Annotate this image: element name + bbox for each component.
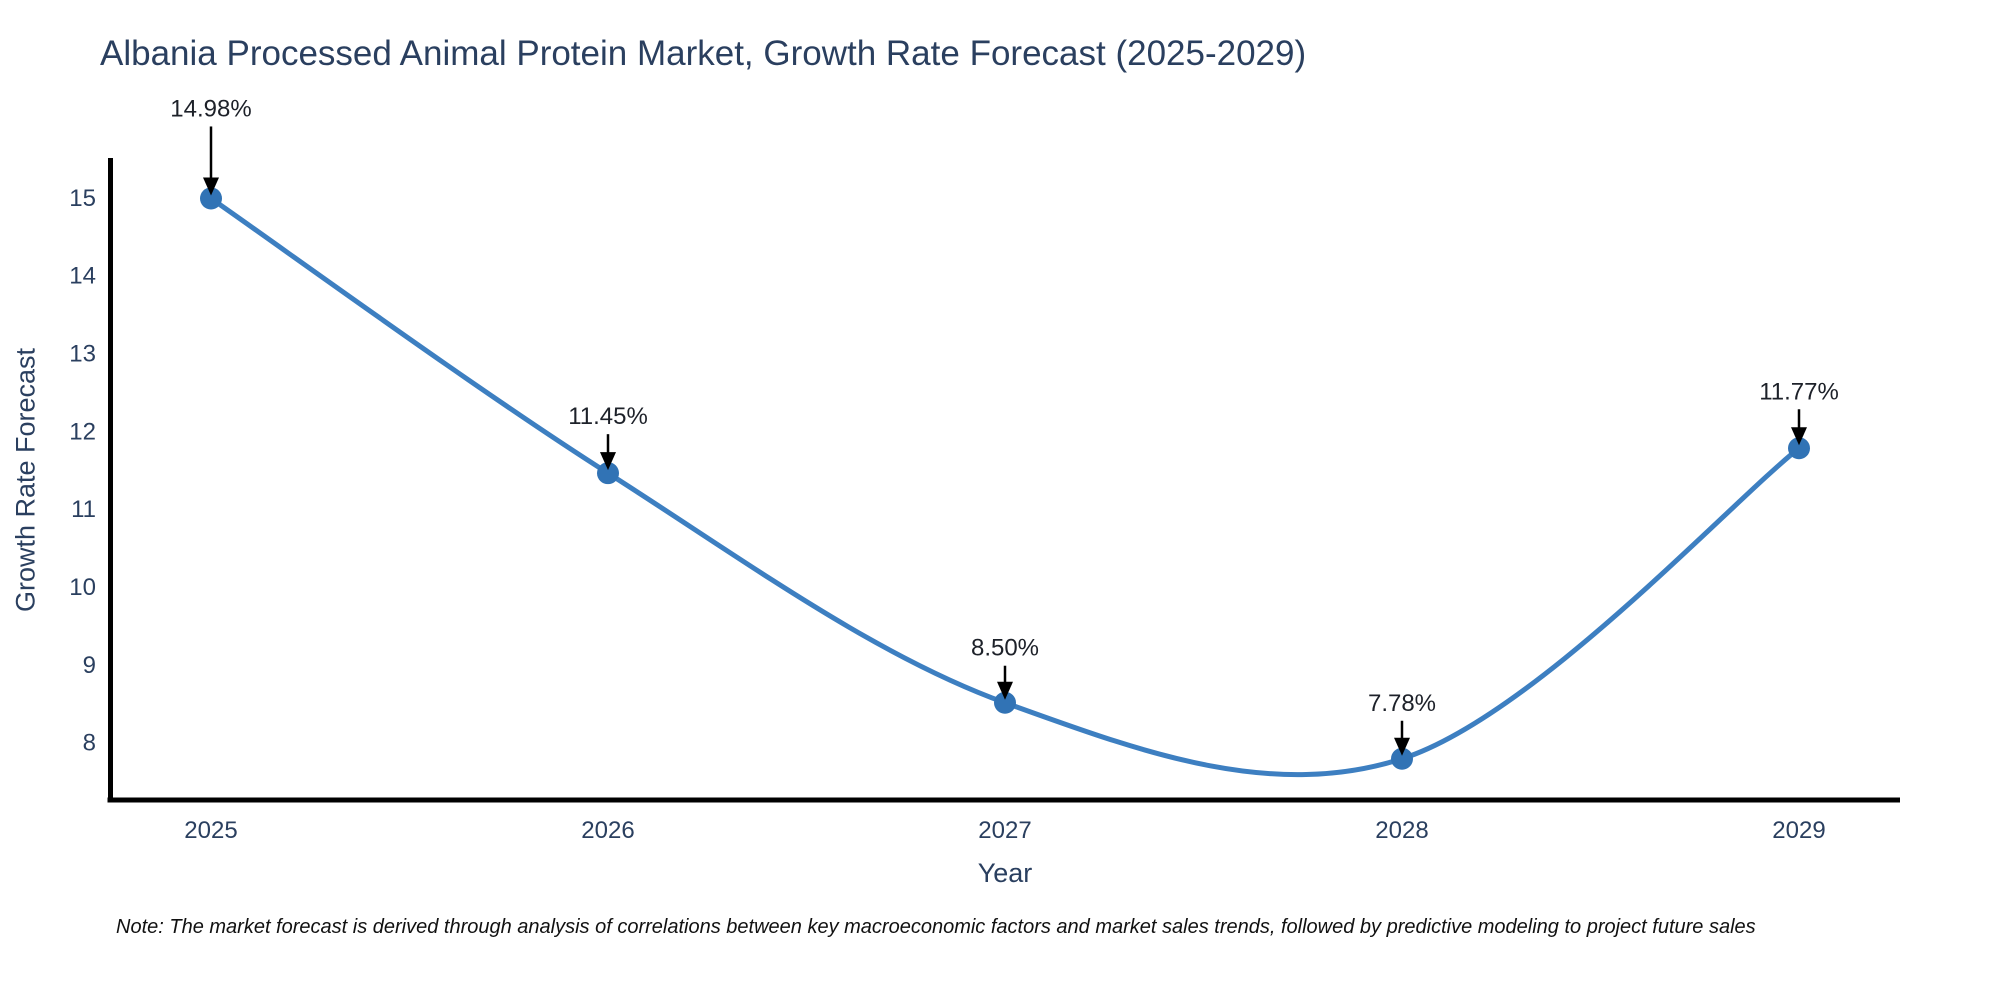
x-tick-label: 2029	[1772, 817, 1825, 844]
x-tick-label: 2026	[581, 817, 634, 844]
data-point-marker	[597, 462, 619, 485]
annotation-arrowhead-icon	[203, 177, 219, 196]
annotation-arrowhead-icon	[600, 452, 616, 471]
footnote: Note: The market forecast is derived thr…	[116, 916, 1756, 938]
y-tick-label: 13	[69, 341, 96, 368]
y-tick-label: 9	[83, 652, 96, 679]
y-tick-label: 10	[69, 574, 96, 601]
x-tick-label: 2025	[184, 817, 237, 844]
annotation-label: 7.78%	[1368, 690, 1436, 717]
x-tick-label: 2027	[978, 817, 1031, 844]
y-tick-label: 15	[69, 185, 96, 212]
annotation-arrowhead-icon	[1791, 427, 1807, 446]
x-tick-label: 2028	[1375, 817, 1428, 844]
chart-title: Albania Processed Animal Protein Market,…	[100, 34, 1307, 73]
data-point-marker	[1788, 437, 1810, 460]
data-point-marker	[200, 187, 222, 210]
data-point-marker	[994, 691, 1016, 714]
annotation-label: 11.45%	[568, 403, 648, 430]
annotation-label: 8.50%	[971, 635, 1039, 662]
y-tick-label: 11	[71, 496, 96, 523]
x-axis-title: Year	[977, 858, 1033, 888]
y-tick-label: 12	[69, 418, 96, 445]
annotation-label: 14.98%	[170, 95, 251, 122]
annotation-arrowhead-icon	[1394, 737, 1410, 756]
y-tick-label: 8	[83, 730, 96, 757]
data-point-marker	[1391, 747, 1413, 770]
annotation-arrowhead-icon	[997, 681, 1013, 700]
annotation-label: 11.77%	[1759, 378, 1839, 405]
y-tick-label: 14	[69, 263, 96, 290]
